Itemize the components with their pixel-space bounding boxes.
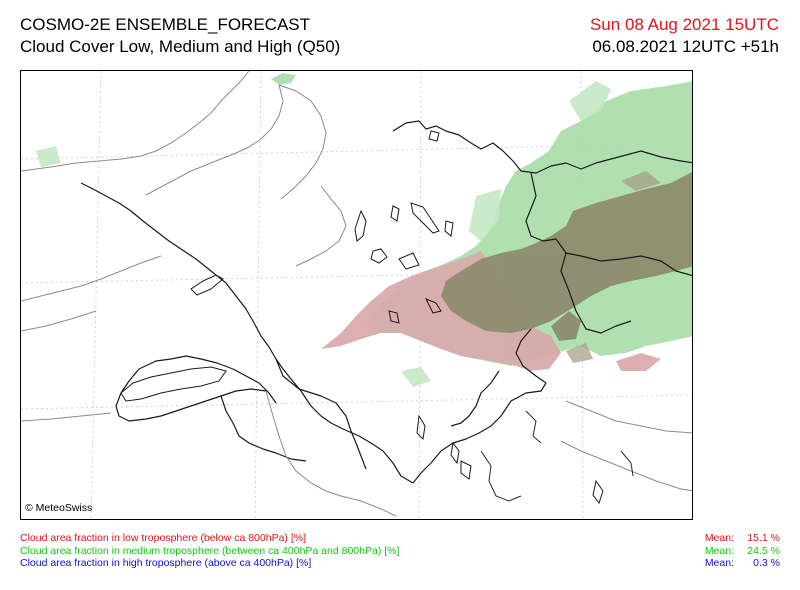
lakes (120, 130, 604, 505)
legend-row-low: Cloud area fraction in low troposphere (… (20, 532, 780, 545)
forecast-subtitle: Cloud Cover Low, Medium and High (Q50) (20, 37, 341, 56)
copyright-text: © MeteoSwiss (25, 502, 93, 514)
forecast-map: © MeteoSwiss (20, 70, 693, 520)
country-borders (80, 120, 692, 484)
legend-label-low: Cloud area fraction in low troposphere (… (20, 532, 306, 544)
legend-label-high: Cloud area fraction in high troposphere … (20, 557, 312, 569)
title-block: COSMO-2E ENSEMBLE_FORECAST Cloud Cover L… (20, 14, 340, 58)
legend: Cloud area fraction in low troposphere (… (20, 532, 780, 570)
legend-row-medium: Cloud area fraction in medium tropospher… (20, 545, 780, 558)
map-canvas (21, 71, 692, 519)
coastline-detail (480, 410, 634, 502)
regional-boundaries (21, 71, 692, 517)
legend-mean-value-low: 15.1 % (747, 532, 780, 544)
time-block: Sun 08 Aug 2021 15UTC 06.08.2021 12UTC +… (590, 14, 779, 58)
legend-mean-value-medium: 24.5 % (747, 544, 780, 557)
legend-mean-medium: Mean: 24.5 % (704, 544, 780, 557)
legend-mean-low: Mean: 15.1 % (704, 532, 780, 544)
run-time: 06.08.2021 12UTC +51h (592, 37, 779, 56)
legend-mean-high: Mean: 0.3 % (704, 557, 780, 569)
valid-time: Sun 08 Aug 2021 15UTC (589, 15, 779, 34)
forecast-title: COSMO-2E ENSEMBLE_FORECAST (20, 15, 311, 34)
legend-label-medium: Cloud area fraction in medium tropospher… (20, 544, 400, 557)
legend-row-high: Cloud area fraction in high troposphere … (20, 557, 780, 570)
legend-mean-value-high: 0.3 % (753, 557, 780, 569)
